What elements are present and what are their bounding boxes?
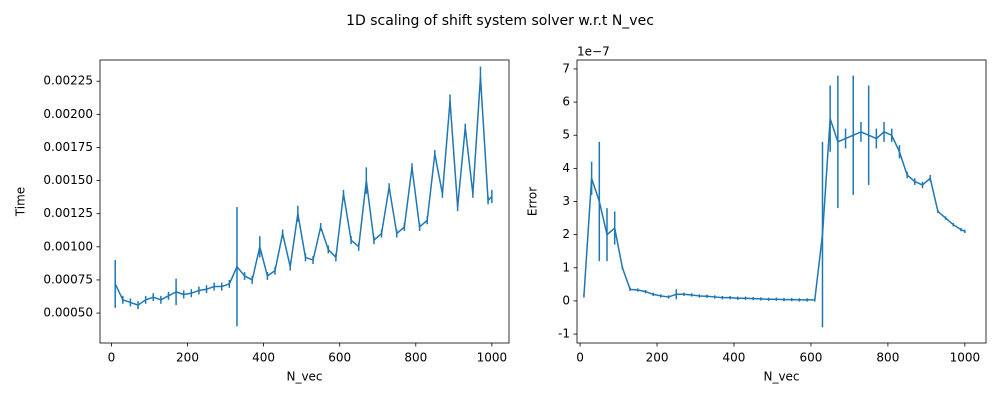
y-tick-label: 0.00175 bbox=[43, 140, 93, 154]
figure-title: 1D scaling of shift system solver w.r.t … bbox=[346, 13, 654, 29]
y-tick-label: 2 bbox=[562, 227, 570, 241]
x-axis-label: N_vec bbox=[286, 370, 322, 384]
x-tick-label: 0 bbox=[576, 351, 584, 365]
x-tick-label: 600 bbox=[799, 351, 822, 365]
y-tick-label: 4 bbox=[562, 161, 570, 175]
y-tick-label: 0.00200 bbox=[43, 107, 93, 121]
y-tick-label: 0.00150 bbox=[43, 173, 93, 187]
x-tick-label: 600 bbox=[328, 351, 351, 365]
x-axis-label: N_vec bbox=[763, 370, 799, 384]
x-tick-label: 200 bbox=[646, 351, 669, 365]
x-tick-label: 400 bbox=[252, 351, 275, 365]
x-tick-label: 1000 bbox=[477, 351, 508, 365]
y-tick-label: -1 bbox=[558, 327, 570, 341]
y-tick-label: 0.00100 bbox=[43, 239, 93, 253]
x-tick-label: 1000 bbox=[950, 351, 981, 365]
y-tick-label: 0.00050 bbox=[43, 306, 93, 320]
y-tick-label: 0 bbox=[562, 293, 570, 307]
y-offset-label: 1e−7 bbox=[577, 45, 610, 59]
x-tick-label: 800 bbox=[404, 351, 427, 365]
x-tick-label: 400 bbox=[723, 351, 746, 365]
y-tick-label: 5 bbox=[562, 128, 570, 142]
y-tick-label: 3 bbox=[562, 194, 570, 208]
data-line bbox=[114, 76, 493, 306]
y-axis-label: Error bbox=[526, 187, 540, 216]
data-line bbox=[583, 117, 966, 301]
x-tick-label: 200 bbox=[176, 351, 199, 365]
y-axis-label: Time bbox=[14, 187, 28, 217]
x-tick-label: 800 bbox=[876, 351, 899, 365]
y-tick-label: 1 bbox=[562, 260, 570, 274]
y-tick-label: 7 bbox=[562, 61, 570, 75]
x-tick-label: 0 bbox=[108, 351, 116, 365]
y-tick-label: 6 bbox=[562, 95, 570, 109]
y-tick-label: 0.00075 bbox=[43, 272, 93, 286]
y-tick-label: 0.00225 bbox=[43, 74, 93, 88]
axes-frame bbox=[99, 59, 510, 344]
y-tick-label: 0.00125 bbox=[43, 206, 93, 220]
